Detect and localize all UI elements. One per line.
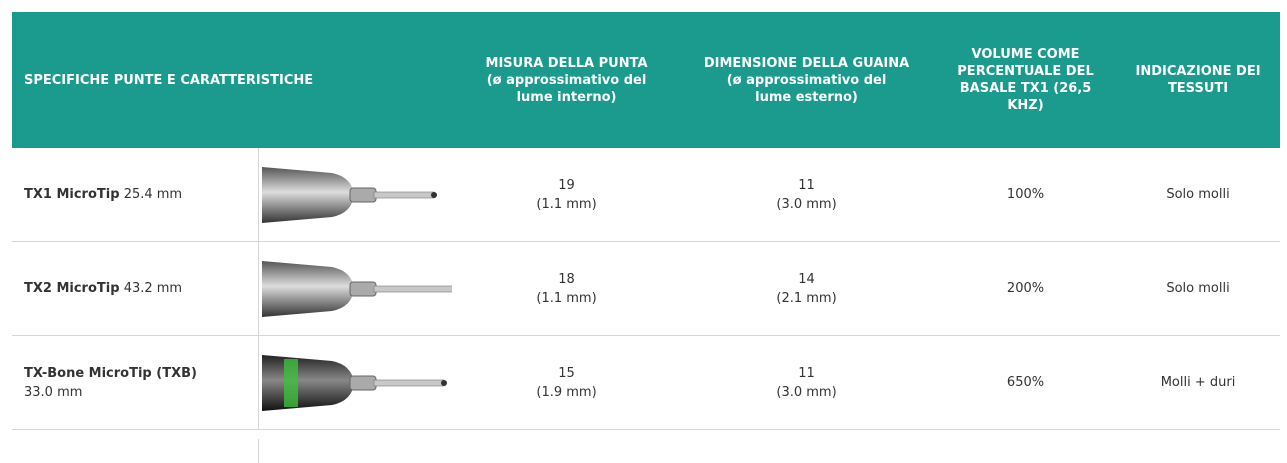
tissue-cell: Solo molli	[1116, 241, 1281, 336]
divider	[258, 439, 259, 463]
spec-table-container: SPECIFICHE PUNTE E CARATTERISTICHE MISURA…	[12, 12, 1281, 463]
image-cell	[258, 335, 456, 430]
header-cell: VOLUME COME PERCENTUALE DEL BASALE TX1 (…	[935, 12, 1117, 148]
header-row: SPECIFICHE PUNTE E CARATTERISTICHE MISURA…	[12, 12, 1281, 148]
sheath-cell: 11 (3.0 mm)	[678, 148, 936, 242]
tip-name-cell: TX2 MicroTip 43.2 mm	[12, 241, 259, 336]
header-cell: DIMENSIONE DELLA GUAINA (ø approssimativo…	[678, 12, 936, 148]
tip-diameter: (1.9 mm)	[536, 384, 597, 400]
tip-gauge: 18	[558, 271, 575, 287]
tip-image	[261, 354, 447, 411]
sheath-gauge: 14	[798, 271, 815, 287]
tip-image	[261, 260, 452, 317]
tip-length: 25.4 mm	[123, 187, 183, 202]
sheath-diameter: (3.0 mm)	[776, 384, 837, 400]
header-cell: SPECIFICHE PUNTE E CARATTERISTICHE	[12, 12, 456, 148]
sheath-diameter: (3.0 mm)	[776, 196, 837, 212]
table-row: TX2 MicroTip 43.2 mm 18 (1.1 mm) 14 (2.1 mm)…	[12, 241, 1281, 336]
tip-diameter: (1.1 mm)	[536, 196, 597, 212]
volume-cell: 650%	[935, 335, 1117, 430]
header-cell: MISURA DELLA PUNTA (ø approssimativo del …	[455, 12, 679, 148]
volume-cell: 200%	[935, 241, 1117, 336]
tip-name-cell: TX1 MicroTip 25.4 mm	[12, 148, 259, 242]
sheath-cell: 14 (2.1 mm)	[678, 241, 936, 336]
header-title: SPECIFICHE PUNTE E CARATTERISTICHE	[24, 72, 314, 88]
sheath-cell: 11 (3.0 mm)	[678, 335, 936, 430]
sheath-gauge: 11	[798, 177, 815, 193]
tip-gauge: 19	[558, 177, 575, 193]
tip-cell: 18 (1.1 mm)	[455, 241, 679, 336]
header-subtitle: (ø approssimativo del lume interno)	[486, 72, 647, 105]
tip-name: TX2 MicroTip	[24, 281, 120, 296]
volume-cell: 100%	[935, 148, 1117, 242]
tip-length: 43.2 mm	[123, 281, 183, 296]
header-subtitle: (ø approssimativo del lume esterno)	[726, 72, 887, 105]
table-row: TX-Bone MicroTip (TXB) 33.0 mm 15 (1.9 mm)…	[12, 335, 1281, 430]
header-title: DIMENSIONE DELLA GUAINA	[703, 55, 910, 71]
tip-name: TX1 MicroTip	[24, 187, 120, 202]
sheath-diameter: (2.1 mm)	[776, 290, 837, 306]
header-title: MISURA DELLA PUNTA	[485, 55, 648, 71]
spec-table: SPECIFICHE PUNTE E CARATTERISTICHE MISURA…	[12, 12, 1281, 430]
sheath-gauge: 11	[798, 365, 815, 381]
tip-name: TX-Bone MicroTip (TXB)	[24, 365, 197, 381]
tip-gauge: 15	[558, 365, 575, 381]
tip-cell: 19 (1.1 mm)	[455, 148, 679, 242]
header-title: VOLUME COME PERCENTUALE DEL BASALE TX1 (…	[957, 47, 1094, 113]
header-title: INDICAZIONE DEI TESSUTI	[1135, 64, 1261, 96]
tip-length: 33.0 mm	[24, 384, 83, 400]
header-cell: INDICAZIONE DEI TESSUTI	[1116, 12, 1281, 148]
table-row: TX1 MicroTip 25.4 mm 19 (1.1 mm) 11 (3.0 mm)…	[12, 148, 1281, 242]
tissue-cell: Solo molli	[1116, 148, 1281, 242]
tip-image	[261, 166, 437, 223]
tip-name-cell: TX-Bone MicroTip (TXB) 33.0 mm	[12, 335, 259, 430]
tip-cell: 15 (1.9 mm)	[455, 335, 679, 430]
tissue-cell: Molli + duri	[1116, 335, 1281, 430]
image-cell	[258, 148, 456, 242]
tip-diameter: (1.1 mm)	[536, 290, 597, 306]
image-cell	[258, 241, 456, 336]
